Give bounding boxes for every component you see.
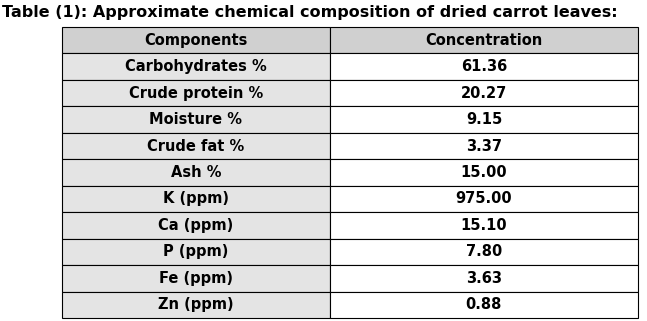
Text: Crude fat %: Crude fat % <box>148 139 245 153</box>
Text: 3.37: 3.37 <box>466 139 502 153</box>
Text: Ash %: Ash % <box>171 165 221 180</box>
Bar <box>62 291 330 318</box>
Bar <box>330 186 638 212</box>
Text: Moisture %: Moisture % <box>149 112 243 127</box>
Text: Fe (ppm): Fe (ppm) <box>159 271 233 286</box>
Bar <box>330 54 638 80</box>
Text: Table (1): Approximate chemical composition of dried carrot leaves:: Table (1): Approximate chemical composit… <box>2 5 618 21</box>
Bar <box>330 212 638 239</box>
Text: 15.00: 15.00 <box>461 165 507 180</box>
Text: 20.27: 20.27 <box>461 86 507 101</box>
Bar <box>62 54 330 80</box>
Bar <box>62 80 330 106</box>
Text: 0.88: 0.88 <box>466 297 502 312</box>
Bar <box>62 133 330 159</box>
Bar <box>62 106 330 133</box>
Bar <box>62 27 330 54</box>
Text: 3.63: 3.63 <box>466 271 502 286</box>
Bar <box>330 239 638 265</box>
Text: Concentration: Concentration <box>425 33 543 48</box>
Bar <box>330 265 638 291</box>
Text: K (ppm): K (ppm) <box>163 191 229 206</box>
Text: 975.00: 975.00 <box>455 191 512 206</box>
Text: 9.15: 9.15 <box>466 112 502 127</box>
Bar <box>62 212 330 239</box>
Bar <box>62 186 330 212</box>
Bar <box>330 133 638 159</box>
Text: Components: Components <box>144 33 248 48</box>
Bar <box>62 239 330 265</box>
Bar <box>330 159 638 186</box>
Bar <box>62 159 330 186</box>
Bar <box>330 27 638 54</box>
Text: 7.80: 7.80 <box>466 244 502 259</box>
Bar <box>330 291 638 318</box>
Text: Carbohydrates %: Carbohydrates % <box>125 59 267 74</box>
Bar <box>62 265 330 291</box>
Text: P (ppm): P (ppm) <box>163 244 228 259</box>
Text: Crude protein %: Crude protein % <box>129 86 263 101</box>
Text: 15.10: 15.10 <box>461 218 507 233</box>
Bar <box>330 80 638 106</box>
Text: 61.36: 61.36 <box>461 59 507 74</box>
Text: Ca (ppm): Ca (ppm) <box>159 218 234 233</box>
Text: Zn (ppm): Zn (ppm) <box>158 297 234 312</box>
Bar <box>330 106 638 133</box>
